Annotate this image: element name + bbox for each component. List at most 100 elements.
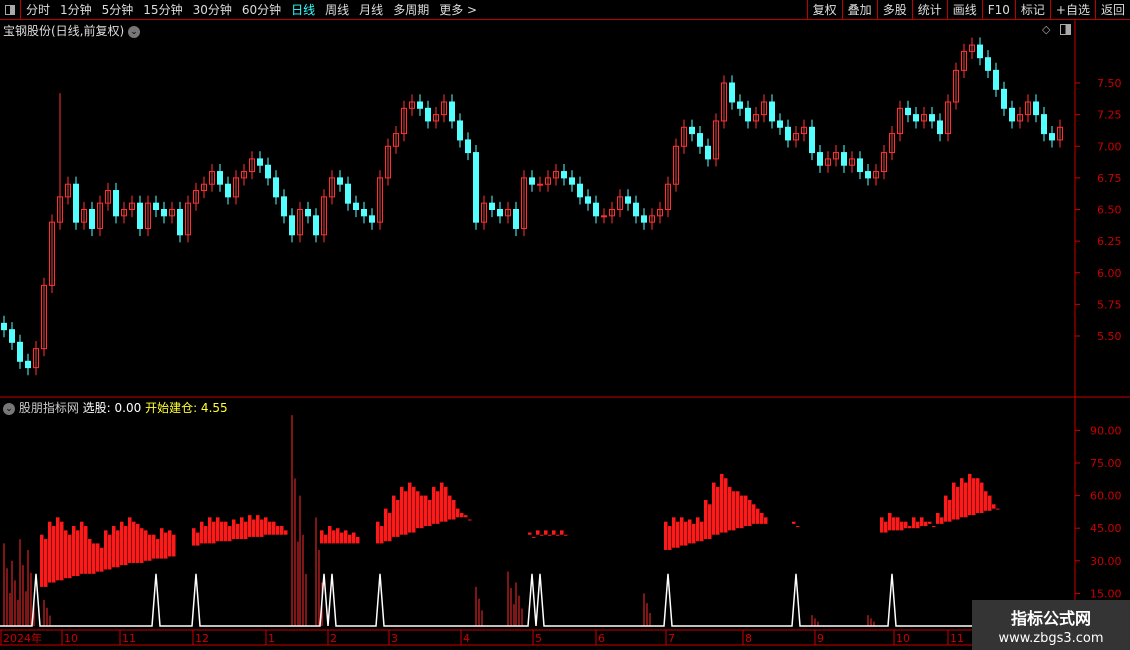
histogram-bar [664, 521, 668, 550]
candle-body [17, 341, 23, 362]
candle-body [257, 158, 263, 166]
histogram-bar [216, 517, 220, 542]
period-tab[interactable]: 月线 [359, 3, 384, 17]
histogram-bar [112, 526, 116, 568]
histogram-bar [272, 521, 276, 535]
histogram-bar [120, 521, 124, 566]
candle-body [1033, 101, 1039, 116]
period-tab[interactable]: 更多 > [439, 3, 478, 17]
histogram-bar [156, 539, 160, 559]
toolbar-button[interactable]: 复权 [806, 0, 842, 20]
histogram-bar [168, 530, 172, 557]
toolbar-button[interactable]: 画线 [946, 0, 982, 20]
candle-body [241, 171, 247, 179]
candle-body [849, 158, 855, 166]
histogram-bar [392, 495, 396, 537]
histogram-bar [196, 532, 200, 546]
candle-body [1049, 133, 1055, 141]
period-tab[interactable]: 5分钟 [101, 3, 134, 17]
histogram-bar [256, 515, 260, 537]
period-tab[interactable]: 周线 [325, 3, 350, 17]
toolbar-button[interactable]: 叠加 [841, 0, 877, 20]
candle-body [401, 107, 407, 135]
candle-body [793, 133, 799, 141]
histogram-bar [728, 486, 732, 531]
candle-body [305, 209, 311, 217]
toolbar-button[interactable]: 返回 [1094, 0, 1130, 20]
histogram-bar [724, 478, 728, 533]
histogram-bar [164, 532, 168, 559]
histogram-bar [416, 491, 420, 529]
candle-body [617, 196, 623, 211]
period-tab[interactable]: 多周期 [393, 3, 430, 17]
candle-body [497, 209, 503, 217]
candle-body [481, 202, 487, 223]
layout-toggle-button[interactable] [0, 0, 21, 20]
date-label: 1 [268, 632, 275, 645]
histogram-bar [760, 512, 764, 524]
candle-body [705, 145, 711, 160]
candle-body [577, 183, 583, 198]
candle-body [625, 196, 631, 204]
histogram-bar [268, 521, 272, 535]
candle-body [169, 209, 175, 217]
histogram-bar [756, 508, 760, 524]
diamond-icon[interactable]: ◇ [1042, 23, 1051, 36]
histogram-bar [536, 530, 540, 535]
period-tab[interactable]: 日线 [291, 3, 316, 17]
histogram-bar [108, 534, 112, 570]
candle-body [585, 196, 591, 204]
candle-body [393, 133, 399, 147]
period-tab[interactable]: 1分钟 [60, 3, 92, 17]
toolbar-button[interactable]: 统计 [911, 0, 947, 20]
histogram-bar [720, 473, 724, 533]
period-tab[interactable]: 分时 [26, 3, 51, 17]
histogram-bar [384, 508, 388, 542]
indicator-name[interactable]: 股朋指标网 [18, 401, 79, 415]
candle-body [273, 177, 279, 198]
candle-body [809, 126, 815, 154]
candle-body [681, 126, 687, 147]
candle-body [689, 126, 695, 135]
histogram-bar [348, 534, 352, 544]
histogram-bar [468, 519, 472, 521]
toolbar-button[interactable]: 多股 [876, 0, 912, 20]
price-tick-label: 7.50 [1097, 77, 1122, 90]
histogram-bar [556, 534, 560, 536]
chevron-down-icon[interactable]: ⌄ [128, 25, 141, 38]
candle-body [817, 152, 823, 166]
candle-body [129, 202, 135, 211]
histogram-bar [56, 517, 60, 581]
price-tick-label: 6.50 [1097, 204, 1122, 217]
chevron-down-icon[interactable]: ⌄ [3, 402, 15, 415]
histogram-bar [160, 528, 164, 559]
price-tick-label: 6.00 [1097, 267, 1122, 280]
toolbar-button[interactable]: 标记 [1014, 0, 1050, 20]
toolbar-button[interactable]: F10 [981, 0, 1015, 20]
histogram-bar [736, 491, 740, 529]
histogram-bar [260, 519, 264, 537]
histogram-bar [892, 517, 896, 531]
toolbar-button[interactable]: +自选 [1049, 0, 1095, 20]
histogram-bar [692, 523, 696, 544]
panel-icon[interactable] [1060, 24, 1071, 35]
histogram-bar [696, 517, 700, 542]
candle-body [961, 50, 967, 71]
histogram-bar [88, 539, 92, 574]
period-tab[interactable]: 60分钟 [241, 3, 282, 17]
histogram-bar [748, 499, 752, 527]
candle-body [553, 171, 559, 179]
period-tab[interactable]: 30分钟 [192, 3, 232, 17]
histogram-bar [464, 515, 468, 518]
histogram-bar [380, 526, 384, 544]
histogram-bar [964, 482, 968, 518]
candle-body [249, 158, 255, 173]
histogram-bar [144, 530, 148, 561]
indicator-tick-label: 90.00 [1090, 424, 1122, 437]
candle-body [337, 177, 343, 185]
candle-body [593, 202, 599, 217]
histogram-bar [976, 478, 980, 513]
candle-body [993, 69, 999, 90]
period-tab[interactable]: 15分钟 [143, 3, 183, 17]
